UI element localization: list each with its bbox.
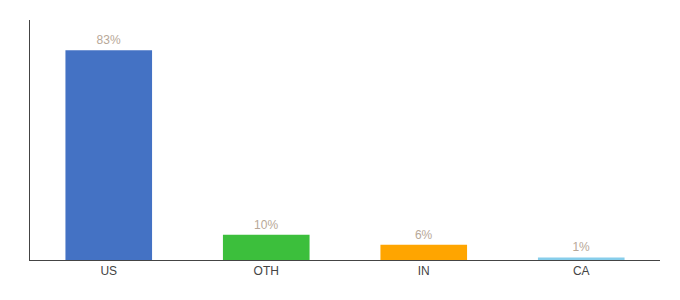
svg-text:OTH: OTH <box>254 264 279 278</box>
svg-text:1%: 1% <box>572 240 590 254</box>
svg-text:83%: 83% <box>97 33 121 47</box>
svg-text:6%: 6% <box>415 228 433 242</box>
svg-text:10%: 10% <box>254 218 278 232</box>
svg-text:US: US <box>100 264 117 278</box>
svg-text:IN: IN <box>418 264 430 278</box>
svg-text:CA: CA <box>573 264 590 278</box>
